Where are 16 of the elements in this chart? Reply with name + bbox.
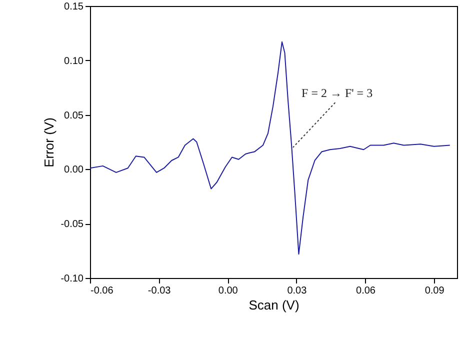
- y-tick-label: 0.00: [64, 164, 84, 176]
- x-tick-label: -0.03: [148, 286, 172, 296]
- y-axis-title: Error (V): [42, 118, 57, 168]
- line-series: [90, 41, 450, 255]
- y-tick-label: -0.10: [60, 274, 84, 284]
- x-tick-label: -0.06: [90, 286, 114, 296]
- y-tick-label: -0.05: [60, 219, 84, 230]
- y-tick-label: 0.10: [64, 56, 84, 67]
- y-tick-label: 0.15: [64, 2, 84, 12]
- y-tick-label: 0.05: [64, 110, 84, 122]
- x-tick-label: 0.03: [287, 286, 308, 296]
- x-tick-label: 0.09: [424, 286, 445, 296]
- x-tick-label: 0.00: [218, 286, 238, 296]
- x-axis-title: Scan (V): [248, 298, 300, 312]
- annotation: F = 2 → F' = 3: [302, 86, 373, 100]
- x-tick-label: 0.06: [356, 286, 376, 296]
